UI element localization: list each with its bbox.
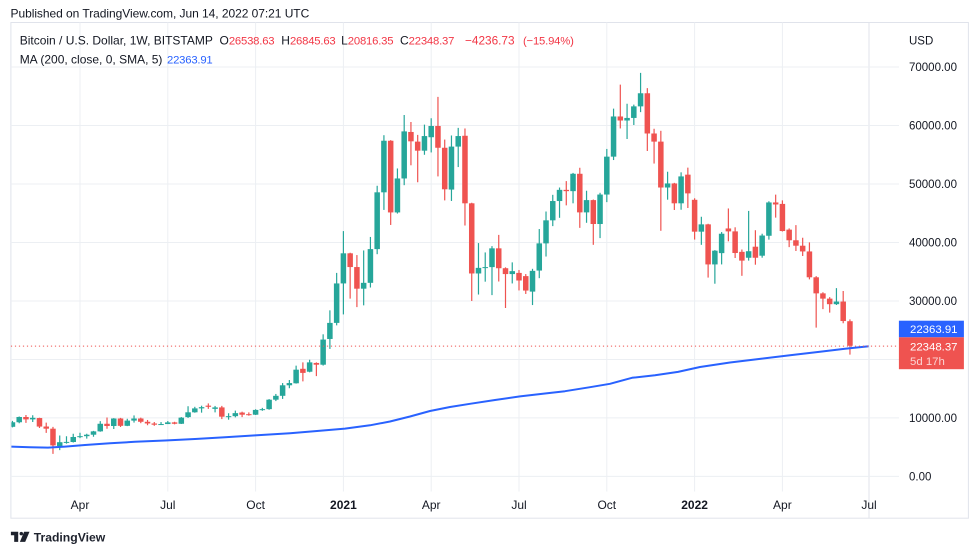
svg-text:2022: 2022 [681,498,708,512]
svg-text:MA (200, close, 0, SMA, 5): MA (200, close, 0, SMA, 5) [20,53,163,67]
svg-text:0.00: 0.00 [909,471,931,483]
svg-text:L20816.35: L20816.35 [341,33,393,47]
svg-text:Apr: Apr [773,498,792,512]
svg-text:5d 17h: 5d 17h [910,356,945,368]
svg-text:2021: 2021 [330,498,357,512]
svg-text:O26538.63: O26538.63 [220,33,275,47]
svg-text:Jul: Jul [160,498,175,512]
svg-text:Oct: Oct [246,498,265,512]
svg-text:30000.00: 30000.00 [909,296,957,308]
svg-text:H26845.63: H26845.63 [281,33,335,47]
svg-text:C22348.37: C22348.37 [400,33,454,47]
svg-text:60000.00: 60000.00 [909,121,957,133]
svg-text:USD: USD [909,36,933,48]
svg-text:Published on TradingView.com,: Published on TradingView.com, Jun 14, 20… [11,7,310,21]
svg-text:22348.37: 22348.37 [910,342,958,354]
svg-text:Jul: Jul [511,498,526,512]
svg-text:70000.00: 70000.00 [909,62,957,74]
svg-text:−4236.73: −4236.73 [465,33,515,47]
svg-text:Jul: Jul [861,498,876,512]
svg-text:Oct: Oct [597,498,616,512]
svg-text:Bitcoin / U.S. Dollar, 1W, BIT: Bitcoin / U.S. Dollar, 1W, BITSTAMP [20,33,213,47]
svg-text:Apr: Apr [71,498,90,512]
svg-text:10000.00: 10000.00 [909,413,957,425]
svg-text:22363.91: 22363.91 [910,324,958,336]
svg-text:50000.00: 50000.00 [909,179,957,191]
svg-text:TradingView: TradingView [34,530,106,544]
svg-text:(−15.94%): (−15.94%) [523,35,574,47]
svg-text:40000.00: 40000.00 [909,238,957,250]
svg-text:22363.91: 22363.91 [167,55,213,67]
svg-text:Apr: Apr [422,498,441,512]
